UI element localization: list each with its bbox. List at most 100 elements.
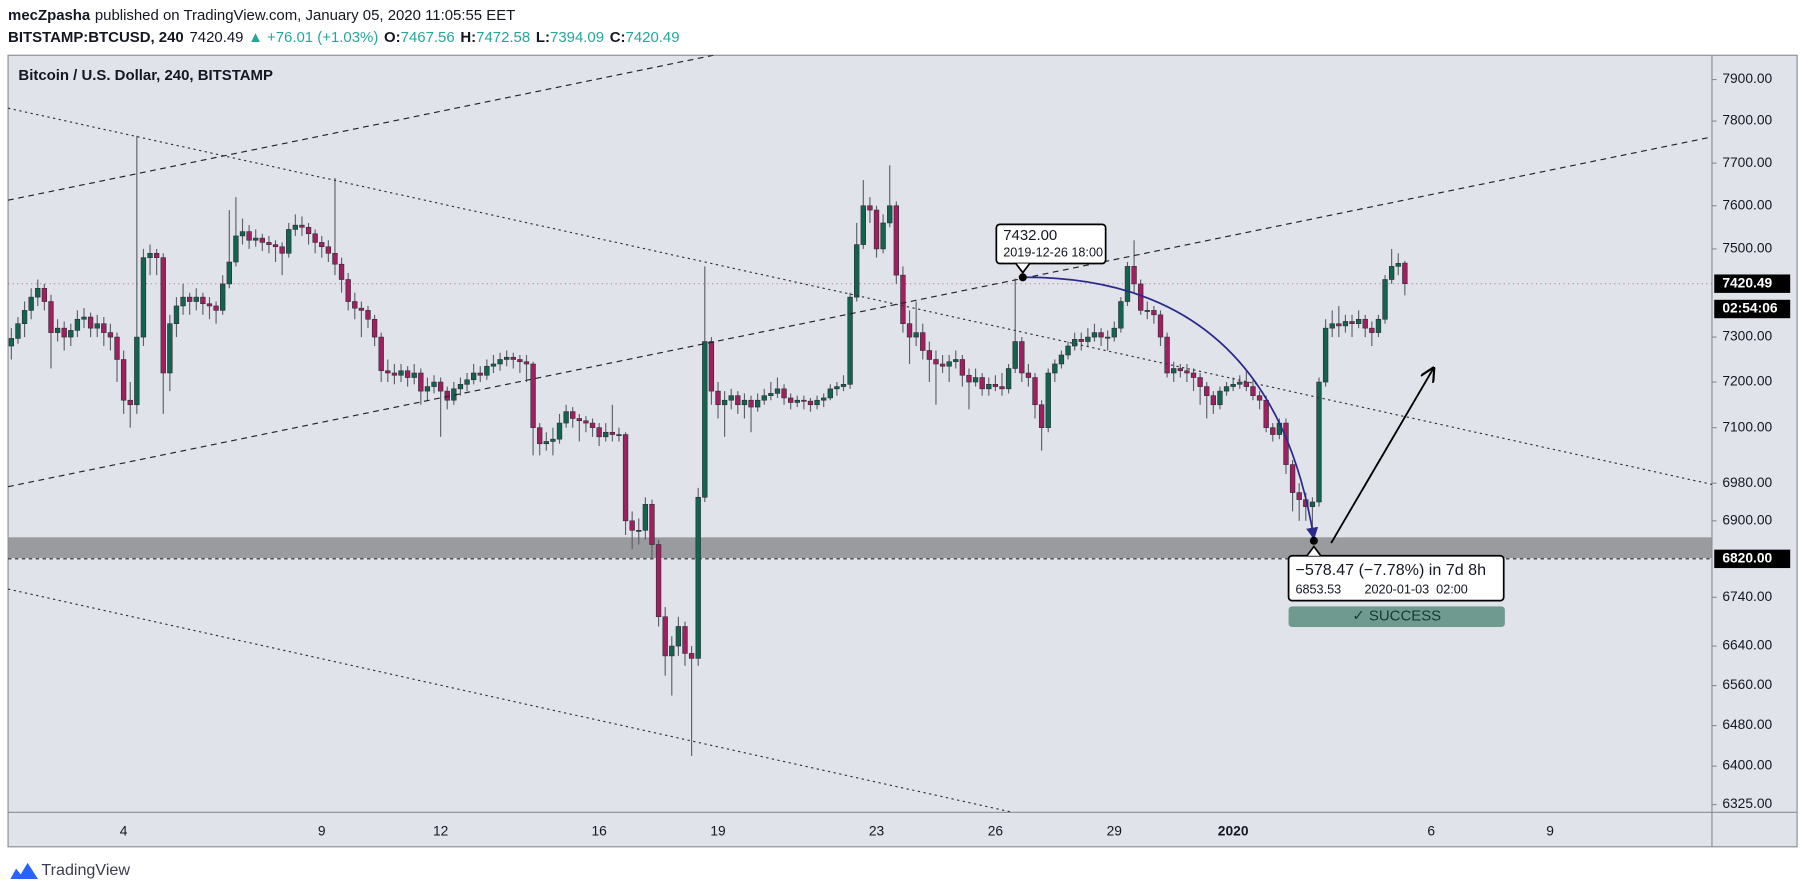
x-tick-label: 19: [710, 823, 726, 838]
candle-body: [1144, 310, 1150, 312]
candle-body: [583, 420, 589, 424]
candle-body: [352, 301, 358, 309]
candle-body: [880, 222, 886, 250]
change: ▲ +76.01 (+1.03%): [248, 29, 378, 46]
y-tick-label: 7100.00: [1722, 419, 1772, 434]
candle-body: [1217, 390, 1223, 406]
candle-body: [735, 395, 741, 406]
candle-body: [1223, 386, 1230, 392]
candle-body: [1296, 492, 1302, 500]
candle-body: [15, 323, 21, 339]
candle-body: [801, 399, 807, 402]
ticker: BITSTAMP:BTCUSD, 240 7420.49 ▲ +76.01 (+1.…: [8, 29, 679, 46]
candle-body: [728, 395, 734, 401]
candle-body: [1316, 381, 1322, 503]
candle-body: [1210, 395, 1217, 406]
close: 7420.49: [626, 29, 680, 46]
candle-body: [563, 411, 569, 424]
candle-body: [21, 310, 28, 324]
forecast-arrow: [1330, 368, 1433, 544]
candle-body: [107, 332, 114, 338]
candle-body: [781, 388, 787, 399]
candle-body: [81, 316, 87, 320]
x-tick-label: 12: [433, 823, 448, 838]
candle-body: [1012, 341, 1018, 369]
candle-body: [589, 422, 596, 428]
candle-body: [913, 332, 919, 338]
y-tick-label: 6560.00: [1722, 677, 1772, 692]
candle-body: [1388, 266, 1395, 280]
candle-body: [1375, 318, 1382, 333]
candle-body: [464, 379, 470, 385]
candle-body: [424, 386, 431, 392]
candle-body: [134, 336, 140, 406]
candle-body: [1263, 399, 1269, 428]
low: 7394.09: [550, 29, 604, 46]
candle-body: [616, 434, 622, 436]
candle-body: [1025, 372, 1032, 378]
high-label: H:: [460, 29, 476, 46]
candle-body: [1138, 283, 1144, 311]
x-tick-label: 16: [591, 823, 607, 838]
candle-body: [457, 384, 464, 390]
peak-time: 2019-12-26 18:00: [1003, 245, 1103, 259]
candle-body: [761, 395, 767, 401]
candle-body: [1032, 377, 1038, 406]
candle-body: [365, 310, 371, 320]
candle-body: [721, 399, 728, 406]
low-time: 2020-01-03 02:00: [1365, 583, 1468, 597]
candle-body: [94, 323, 100, 329]
candle-body: [1382, 279, 1388, 320]
peak-price: 7432.00: [1003, 227, 1057, 244]
candle-body: [1105, 336, 1111, 339]
candle-body: [147, 253, 153, 258]
candle-body: [1157, 314, 1164, 338]
candle-body: [576, 418, 582, 422]
candle-body: [675, 626, 682, 647]
y-tick-label: 7300.00: [1722, 329, 1772, 344]
y-tick-label: 6980.00: [1722, 475, 1772, 490]
candles: [8, 135, 1408, 756]
candle-body: [1237, 381, 1243, 385]
y-tick-label: 7800.00: [1722, 113, 1772, 128]
candle-body: [821, 397, 827, 401]
candle-body: [312, 233, 318, 243]
logo: [10, 862, 38, 880]
chart-frame: [7, 54, 1798, 848]
candle-body: [411, 372, 417, 378]
candle-body: [622, 434, 629, 522]
candle-body: [873, 209, 880, 250]
candle-body: [556, 422, 563, 440]
candle-body: [391, 372, 398, 376]
candle-body: [213, 305, 219, 311]
support-zone: [8, 537, 1712, 559]
candle-body: [490, 363, 497, 367]
x-tick-label: 4: [120, 823, 128, 838]
candle-body: [437, 381, 444, 392]
candle-body: [893, 205, 899, 276]
candle-body: [655, 544, 662, 618]
candle-body: [266, 242, 272, 245]
candle-body: [669, 645, 675, 657]
candle-body: [1131, 266, 1137, 285]
candle-body: [345, 279, 351, 302]
candle-body: [385, 370, 391, 374]
trend-line: [8, 588, 1013, 813]
candle-body: [636, 530, 642, 532]
candle-body: [484, 365, 490, 376]
open: 7467.56: [401, 29, 455, 46]
candle-body: [200, 296, 206, 305]
last-price-box: [1714, 274, 1791, 293]
candle-body: [774, 388, 781, 394]
x-tick-label: 26: [988, 823, 1004, 838]
candle-body: [1190, 372, 1197, 378]
candle-body: [946, 361, 952, 367]
x-tick-label: 9: [318, 823, 326, 838]
candle-body: [933, 359, 939, 365]
chart-title: Bitcoin / U.S. Dollar, 240, BITSTAMP: [18, 67, 273, 84]
candle-body: [127, 399, 133, 406]
candle-body: [140, 257, 147, 338]
candle-body: [629, 520, 635, 531]
